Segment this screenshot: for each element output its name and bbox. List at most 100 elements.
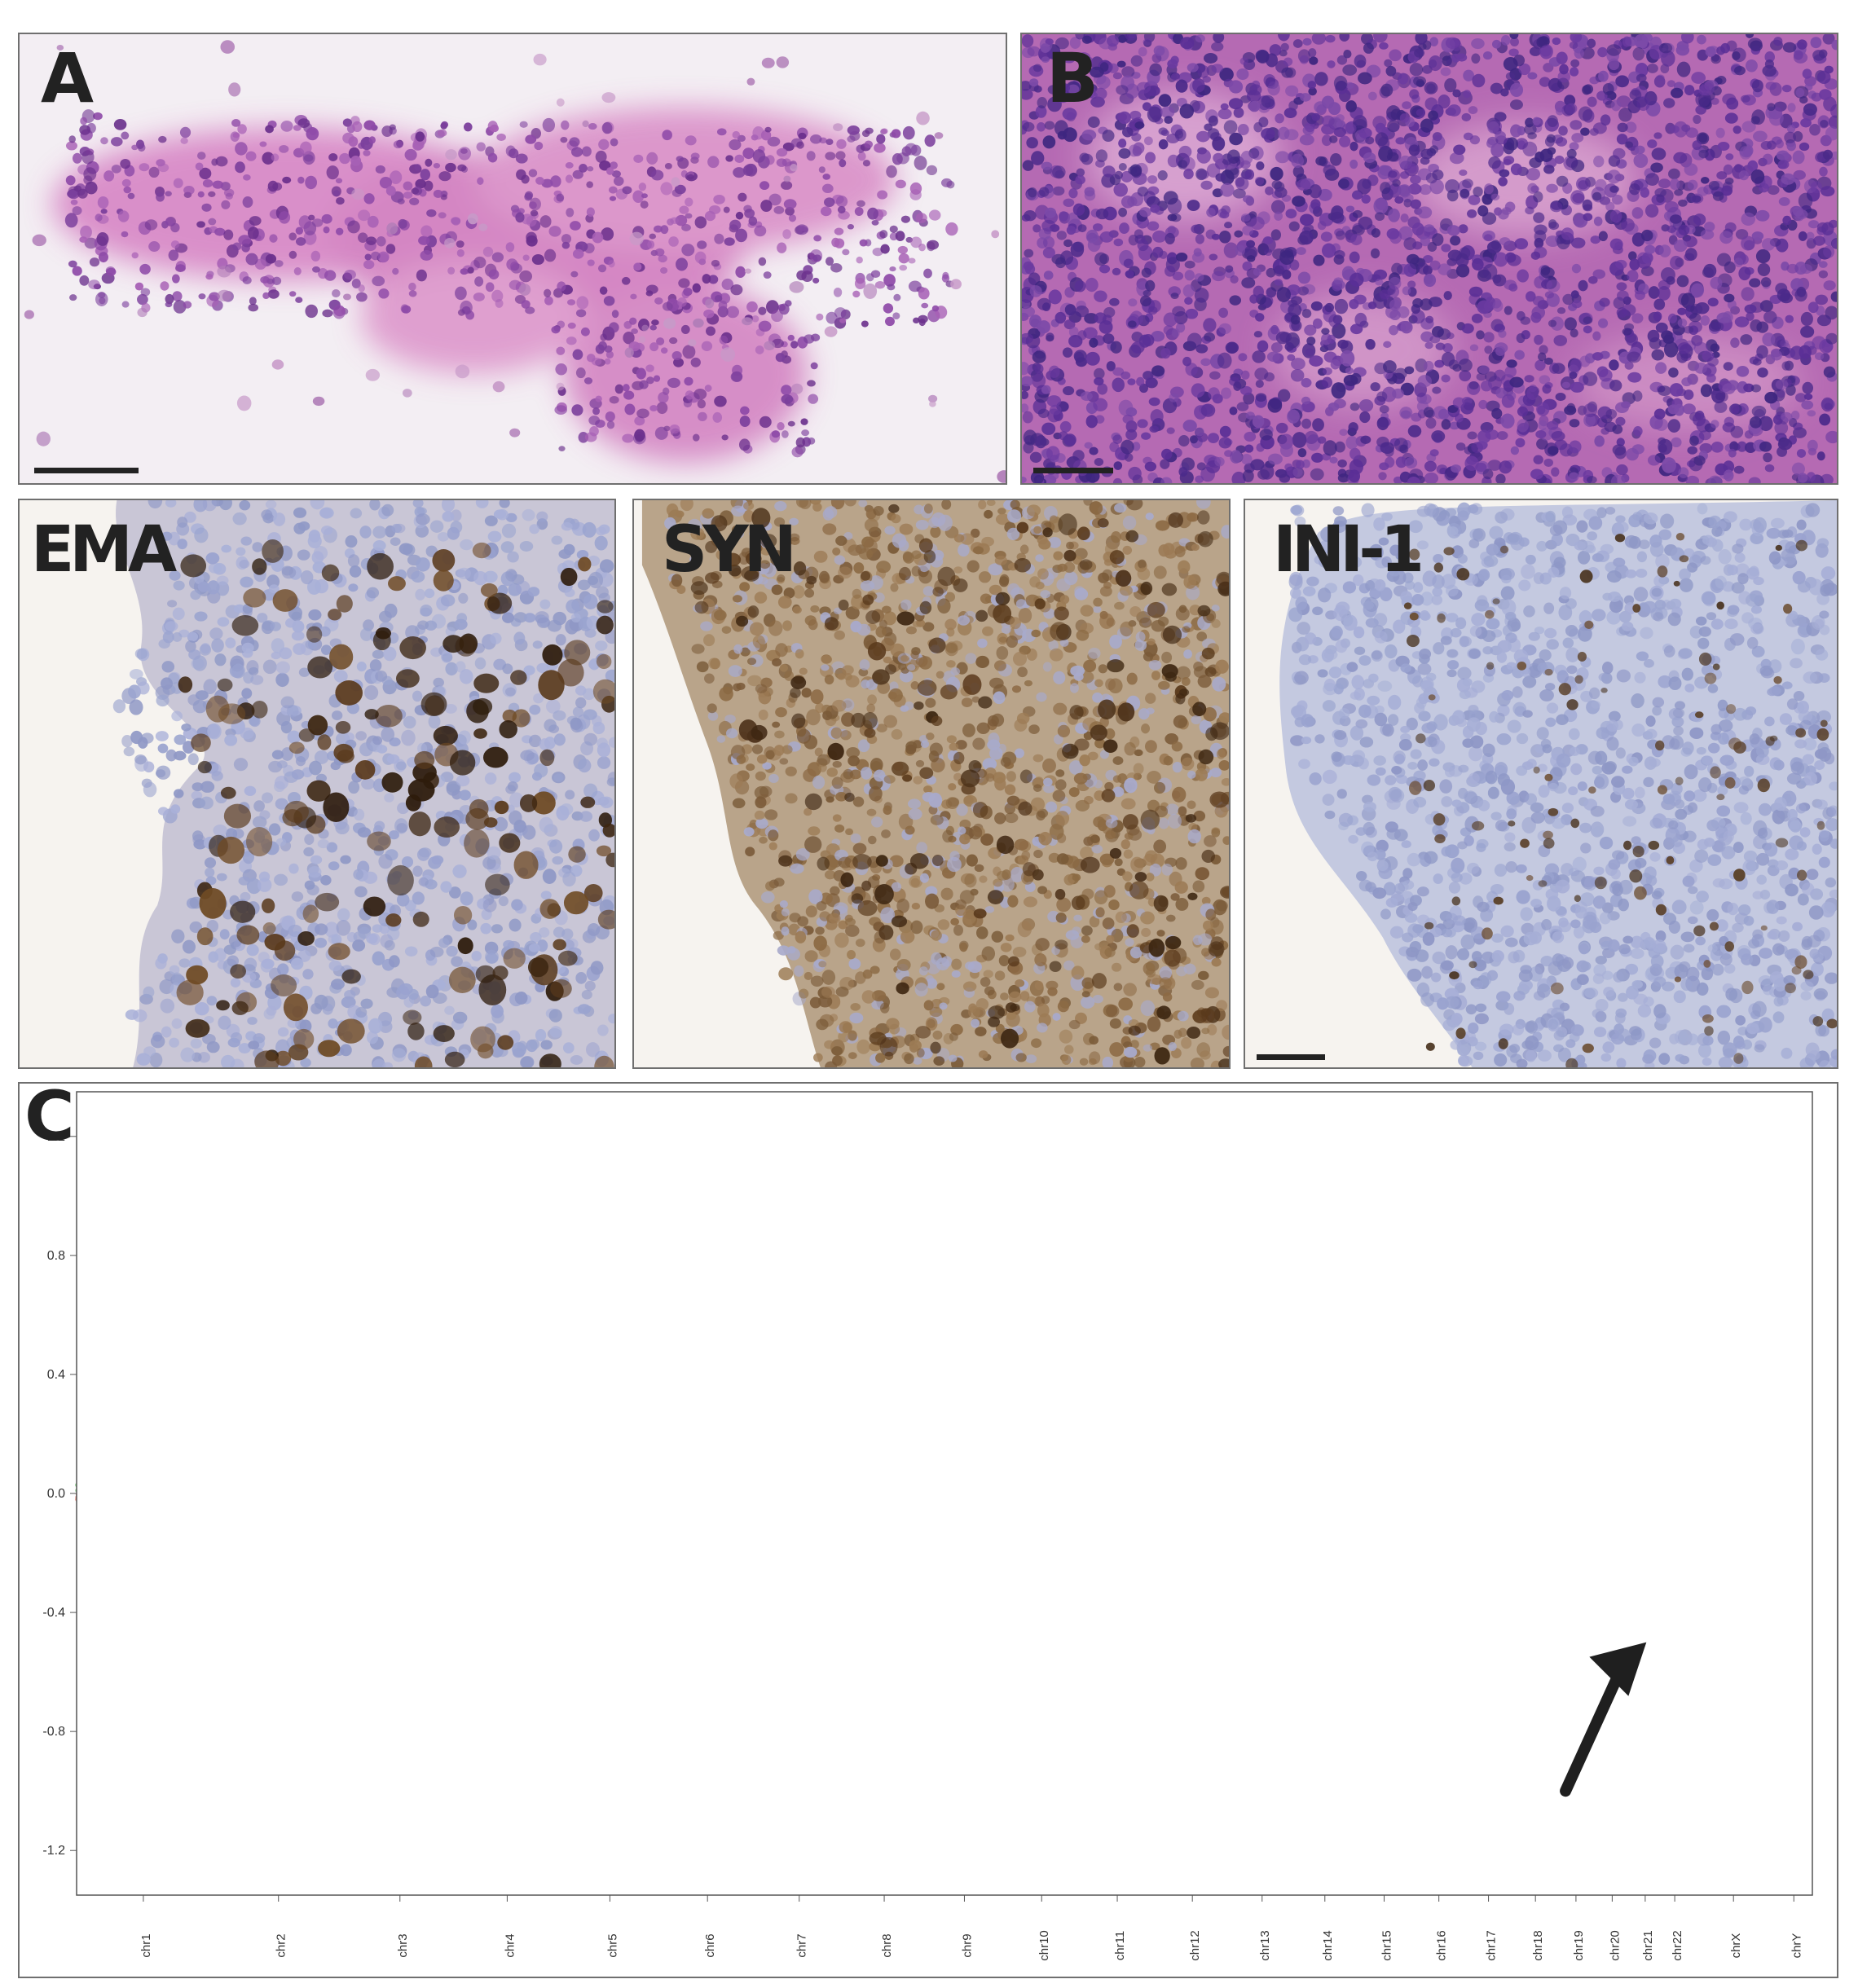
cell-nucleus — [386, 222, 398, 235]
cell-nucleus — [609, 395, 619, 404]
cell-nucleus — [487, 530, 502, 543]
cell-nucleus — [317, 734, 332, 750]
cell-nucleus — [542, 117, 556, 133]
cell-nucleus — [232, 828, 244, 839]
cell-nucleus — [583, 377, 593, 385]
cell-nucleus — [788, 214, 797, 222]
cell-nucleus — [721, 434, 729, 441]
cell-nucleus — [1812, 336, 1826, 350]
cell-nucleus — [940, 178, 953, 187]
cell-nucleus — [744, 268, 752, 274]
cell-nucleus — [1417, 375, 1432, 388]
cell-nucleus — [1612, 424, 1623, 434]
cell-nucleus — [279, 145, 289, 153]
cell-nucleus — [1627, 351, 1641, 363]
cell-nucleus — [1676, 61, 1691, 77]
cell-nucleus — [276, 760, 288, 769]
cell-nucleus — [1539, 148, 1553, 162]
cell-nucleus — [1084, 313, 1099, 324]
cell-nucleus — [440, 594, 456, 607]
cell-nucleus — [1022, 403, 1029, 413]
cell-nucleus — [1505, 72, 1516, 81]
cell-nucleus — [1125, 270, 1134, 278]
cell-nucleus — [1624, 141, 1634, 148]
cell-nucleus — [1425, 315, 1434, 323]
cell-nucleus — [1066, 225, 1076, 235]
cell-nucleus — [898, 253, 909, 264]
cell-nucleus — [862, 160, 871, 167]
cell-nucleus — [781, 394, 794, 404]
cell-nucleus — [721, 278, 734, 291]
cell-nucleus — [459, 789, 471, 801]
cell-nucleus — [1487, 121, 1499, 134]
cell-nucleus — [420, 692, 447, 716]
cell-nucleus — [1633, 426, 1643, 437]
cell-nucleus — [1741, 121, 1756, 133]
cell-nucleus — [564, 588, 575, 597]
cell-nucleus — [1656, 74, 1665, 81]
cell-nucleus — [1825, 430, 1837, 444]
cell-nucleus — [704, 385, 712, 392]
cell-nucleus — [144, 219, 158, 231]
cell-nucleus — [1583, 213, 1593, 222]
cell-nucleus — [961, 697, 973, 707]
cell-nucleus — [592, 407, 601, 416]
cell-nucleus — [214, 227, 226, 236]
cell-nucleus — [590, 961, 604, 975]
cell-nucleus — [569, 137, 580, 147]
cell-nucleus — [24, 310, 34, 319]
cell-nucleus — [1722, 383, 1736, 394]
cell-nucleus — [600, 796, 614, 808]
cell-nucleus — [336, 196, 345, 205]
cell-nucleus — [556, 346, 566, 355]
cell-nucleus — [275, 798, 288, 810]
cell-nucleus — [658, 254, 667, 263]
cell-nucleus — [808, 437, 816, 445]
cell-nucleus — [1349, 447, 1361, 460]
cell-nucleus — [1698, 149, 1709, 159]
cell-nucleus — [1450, 235, 1461, 246]
cell-nucleus — [1368, 91, 1377, 101]
cell-nucleus — [1112, 367, 1125, 376]
cell-nucleus — [1373, 269, 1388, 280]
cell-nucleus — [375, 670, 388, 682]
cell-nucleus — [1309, 355, 1323, 367]
cell-nucleus — [230, 978, 241, 987]
cell-nucleus — [921, 302, 929, 309]
cell-nucleus — [1052, 165, 1066, 179]
cell-nucleus — [1564, 317, 1577, 331]
cell-nucleus — [1741, 212, 1755, 226]
cell-nucleus — [1284, 342, 1294, 351]
cell-nucleus — [1678, 199, 1688, 207]
cell-nucleus — [1296, 460, 1305, 469]
cell-nucleus — [1234, 230, 1244, 238]
cell-nucleus — [1690, 283, 1705, 298]
cell-nucleus — [595, 640, 608, 651]
cell-nucleus — [511, 899, 523, 911]
cell-nucleus — [910, 236, 922, 248]
cell-nucleus — [1371, 228, 1380, 238]
cell-nucleus — [1250, 146, 1264, 161]
cell-nucleus — [156, 765, 171, 780]
cell-nucleus — [1085, 415, 1098, 429]
cell-nucleus — [85, 181, 98, 195]
cell-nucleus — [1663, 98, 1675, 108]
cell-nucleus — [449, 750, 476, 776]
cell-nucleus — [548, 1009, 562, 1023]
cell-nucleus — [223, 944, 236, 955]
cell-nucleus — [580, 796, 596, 808]
cell-nucleus — [219, 929, 230, 940]
cell-nucleus — [1610, 99, 1622, 112]
cell-nucleus — [541, 178, 553, 188]
cell-nucleus — [640, 200, 649, 209]
cell-nucleus — [408, 282, 416, 292]
cell-nucleus — [591, 357, 602, 366]
cell-nucleus — [611, 170, 621, 178]
cell-nucleus — [1337, 178, 1349, 189]
cell-nucleus — [1815, 294, 1829, 306]
cell-nucleus — [1160, 106, 1175, 118]
cell-nucleus — [610, 161, 619, 169]
cell-nucleus — [308, 530, 321, 543]
cell-nucleus — [1569, 41, 1578, 49]
cell-nucleus — [320, 875, 332, 886]
